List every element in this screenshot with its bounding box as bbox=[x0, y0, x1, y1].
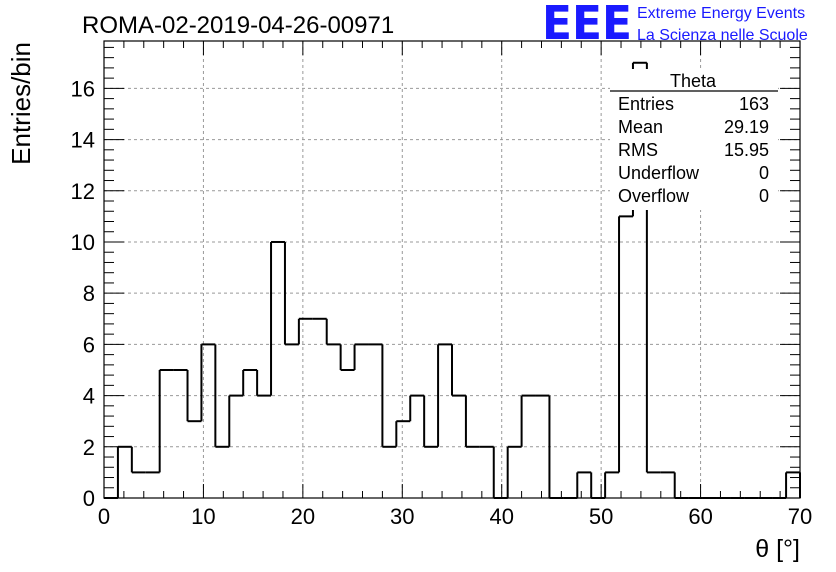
y-tick-label: 2 bbox=[83, 435, 95, 460]
stats-value-rms: 15.95 bbox=[724, 140, 769, 160]
x-axis-label: θ [°] bbox=[755, 535, 800, 563]
y-axis-label: Entries/bin bbox=[6, 42, 36, 165]
histogram-bin bbox=[464, 395, 480, 448]
histogram-bin bbox=[158, 368, 174, 473]
histogram-bin bbox=[353, 343, 369, 370]
y-tick-label: 8 bbox=[83, 281, 95, 306]
histogram-bin bbox=[325, 318, 341, 346]
histogram-bin bbox=[297, 317, 313, 345]
stats-value-mean: 29.19 bbox=[724, 117, 769, 137]
x-tick-label: 0 bbox=[98, 504, 110, 529]
histogram-bin bbox=[604, 471, 620, 498]
logo-line1: Extreme Energy Events bbox=[637, 5, 805, 22]
stats-label-overflow: Overflow bbox=[618, 186, 690, 206]
x-tick-label: 40 bbox=[489, 504, 513, 529]
histogram-bin bbox=[576, 471, 592, 498]
chart-title: ROMA-02-2019-04-26-00971 bbox=[82, 12, 394, 39]
histogram-bin bbox=[437, 343, 452, 447]
axis-ticks bbox=[103, 41, 801, 499]
histogram-bin bbox=[283, 241, 299, 346]
x-tick-label: 10 bbox=[191, 504, 215, 529]
x-tick-label: 60 bbox=[688, 504, 712, 529]
y-tick-label: 10 bbox=[71, 230, 95, 255]
histogram-bin bbox=[381, 344, 397, 448]
histogram-bin bbox=[200, 343, 216, 422]
histogram-bin bbox=[506, 445, 522, 498]
y-tick-label: 4 bbox=[83, 384, 95, 409]
histogram-bin bbox=[214, 344, 230, 448]
logo-mark: EEE bbox=[542, 0, 632, 50]
eee-logo: EEE Extreme Energy Events La Scienza nel… bbox=[542, 0, 808, 50]
stats-rows: Entries 163 Mean 29.19 RMS 15.95 Underflow 0 Ove… bbox=[618, 94, 769, 206]
histogram-bin bbox=[409, 394, 425, 422]
histogram-bin bbox=[520, 394, 536, 447]
histogram-bin bbox=[186, 369, 202, 423]
x-tick-labels: 0 10 20 30 40 50 60 70 bbox=[98, 504, 812, 529]
histogram-bin bbox=[256, 369, 272, 397]
stats-label-rms: RMS bbox=[618, 140, 658, 160]
histogram-bin bbox=[339, 344, 355, 371]
x-tick-label: 30 bbox=[390, 504, 414, 529]
x-tick-label: 20 bbox=[291, 504, 315, 529]
stats-box: Theta Entries 163 Mean 29.19 RMS 15.95 Underfl… bbox=[610, 69, 778, 210]
histogram-bin bbox=[451, 344, 466, 397]
y-tick-labels: 0 2 4 6 8 10 12 14 16 bbox=[71, 76, 95, 511]
histogram-bin bbox=[270, 240, 285, 396]
stats-value-underflow: 0 bbox=[759, 163, 769, 183]
y-tick-label: 12 bbox=[71, 179, 95, 204]
histogram-bin bbox=[395, 420, 411, 447]
histogram-bin bbox=[785, 471, 800, 498]
stats-label-entries: Entries bbox=[618, 94, 674, 114]
x-tick-label: 70 bbox=[788, 504, 812, 529]
y-tick-label: 6 bbox=[83, 332, 95, 357]
stats-label-mean: Mean bbox=[618, 117, 663, 137]
stats-title: Theta bbox=[670, 71, 717, 91]
histogram-bin bbox=[130, 446, 146, 474]
stats-label-underflow: Underflow bbox=[618, 163, 700, 183]
stats-value-entries: 163 bbox=[739, 94, 769, 114]
stats-value-overflow: 0 bbox=[759, 186, 769, 206]
logo-line2: La Scienza nelle Scuole bbox=[637, 27, 808, 44]
histogram-bin bbox=[228, 394, 244, 447]
histogram-bin bbox=[618, 215, 633, 473]
histogram-bin bbox=[242, 368, 258, 396]
y-tick-label: 16 bbox=[71, 76, 95, 101]
x-tick-label: 50 bbox=[589, 504, 613, 529]
plot-frame bbox=[103, 40, 801, 499]
histogram-bin bbox=[423, 395, 439, 448]
y-tick-label: 0 bbox=[83, 486, 95, 511]
stats-box-bg bbox=[610, 69, 778, 210]
y-tick-label: 14 bbox=[71, 128, 95, 153]
